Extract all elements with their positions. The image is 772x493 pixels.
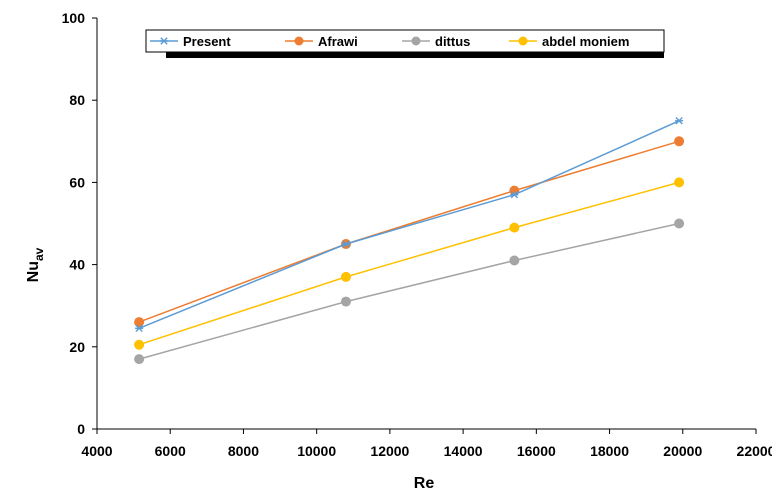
data-point xyxy=(674,218,685,229)
data-point xyxy=(340,296,351,307)
y-tick-labels: 0 20 40 60 80 100 xyxy=(62,10,97,437)
series-afrawi xyxy=(134,136,685,328)
data-point xyxy=(509,222,520,233)
x-tick-labels: 4000 6000 8000 10000 12000 14000 16000 18000 200… xyxy=(81,429,772,459)
series-line xyxy=(138,181,680,346)
series-abdel-moniem xyxy=(134,177,685,350)
data-point xyxy=(674,136,685,147)
y-tick-label: 80 xyxy=(69,92,85,108)
data-point-star xyxy=(160,37,168,45)
y-tick-label: 100 xyxy=(62,10,86,26)
legend-label: Present xyxy=(183,34,231,49)
data-point xyxy=(134,354,145,365)
legend-shadow xyxy=(166,52,664,58)
y-tick-label: 0 xyxy=(77,421,85,437)
data-point-star xyxy=(675,117,684,125)
x-tick-label: 8000 xyxy=(228,443,259,459)
x-tick-label: 12000 xyxy=(370,443,409,459)
data-point xyxy=(134,339,145,350)
data-point-star xyxy=(135,324,144,332)
x-tick-label: 18000 xyxy=(590,443,629,459)
x-tick-label: 22000 xyxy=(737,443,772,459)
data-point xyxy=(518,36,528,46)
data-point-star xyxy=(510,191,519,199)
legend-label: dittus xyxy=(435,34,470,49)
data-point xyxy=(411,36,421,46)
legend-item-present: Present xyxy=(150,34,231,49)
x-tick-label: 16000 xyxy=(517,443,556,459)
data-point xyxy=(340,271,351,282)
x-axis-title: Re xyxy=(414,475,435,492)
legend-item-abdel-moniem: abdel moniem xyxy=(509,34,629,49)
x-tick-label: 4000 xyxy=(81,443,112,459)
x-tick-label: 20000 xyxy=(663,443,702,459)
y-tick-label: 40 xyxy=(69,257,85,273)
y-axis-title-sub: av xyxy=(32,247,46,261)
series-present xyxy=(135,117,684,332)
legend-item-dittus: dittus xyxy=(402,34,470,49)
data-point xyxy=(294,36,304,46)
legend: Present Afrawi dittus abdel moniem xyxy=(145,29,665,58)
data-point-star xyxy=(341,240,350,248)
data-point xyxy=(134,317,145,328)
y-axis-title: Nuav xyxy=(25,247,46,282)
x-tick-label: 10000 xyxy=(297,443,336,459)
y-tick-label: 60 xyxy=(69,174,85,190)
data-point xyxy=(674,177,685,188)
series-layer xyxy=(134,117,685,365)
data-point xyxy=(509,255,520,266)
series-line xyxy=(138,140,680,323)
y-tick-label: 20 xyxy=(69,339,85,355)
axes xyxy=(96,18,756,430)
legend-label: Afrawi xyxy=(318,34,358,49)
series-dittus xyxy=(134,218,685,365)
x-tick-label: 14000 xyxy=(444,443,483,459)
legend-item-afrawi: Afrawi xyxy=(285,34,358,49)
legend-label: abdel moniem xyxy=(542,34,629,49)
series-line xyxy=(138,222,680,360)
x-tick-label: 6000 xyxy=(155,443,186,459)
series-line xyxy=(138,120,680,329)
y-axis-title-main: Nu xyxy=(25,261,42,282)
